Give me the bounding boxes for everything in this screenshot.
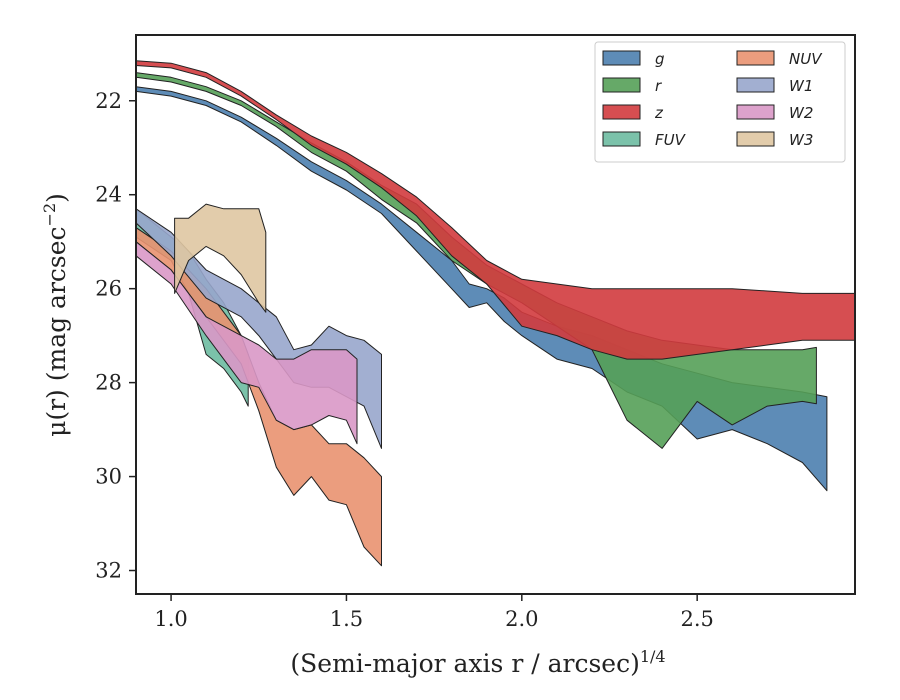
y-axis: 22 24 26 28 30 32 (95, 89, 136, 583)
legend-item-z: z (602, 104, 664, 122)
y-tick-label: 24 (95, 183, 122, 207)
legend-swatch (602, 77, 641, 93)
legend-item-r: r (602, 77, 662, 95)
legend-swatch (736, 104, 775, 120)
x-tick-label: 2.5 (680, 607, 713, 631)
legend-item-g: g (602, 50, 665, 68)
legend-label: W3 (789, 131, 813, 149)
legend-item-fuv: FUV (602, 131, 687, 149)
legend-label: NUV (789, 50, 823, 68)
legend-item-w2: W2 (736, 104, 813, 122)
legend-label: r (655, 77, 662, 95)
y-tick-label: 22 (95, 89, 122, 113)
legend: grz FUV NUV W1 W2 W3 (594, 41, 846, 163)
series-band-z (136, 60, 855, 360)
legend-label: z (654, 104, 664, 122)
x-tick-label: 1.0 (154, 607, 187, 631)
legend-label: g (655, 50, 665, 68)
plot-frame (135, 34, 856, 595)
legend-swatch (602, 131, 641, 147)
x-axis: 1.0 1.5 2.0 2.5 (154, 594, 714, 631)
y-tick-label: 32 (95, 559, 122, 583)
y-axis-label: μ(r) (mag arcsec−2) (40, 193, 71, 437)
series-layer (136, 60, 855, 567)
legend-swatch (602, 50, 641, 66)
y-tick-label: 30 (95, 465, 122, 489)
y-tick-label: 28 (95, 371, 122, 395)
x-tick-label: 1.5 (330, 607, 363, 631)
x-axis-label: (Semi-major axis r / arcsec)1/4 (290, 647, 665, 678)
legend-item-nuv: NUV (736, 50, 823, 68)
legend-swatch (736, 131, 775, 147)
legend-swatch (736, 50, 775, 66)
legend-swatch (736, 77, 775, 93)
series-band-w3 (174, 203, 267, 313)
x-axis-label-exponent: 1/4 (640, 647, 666, 666)
y-axis-label-exponent: −2 (40, 203, 59, 227)
series-band-w2 (136, 241, 358, 445)
legend-label: W2 (789, 104, 813, 122)
y-tick-label: 26 (95, 277, 122, 301)
legend-swatch (602, 104, 641, 120)
legend-item-w1: W1 (736, 77, 813, 95)
x-tick-label: 2.0 (505, 607, 538, 631)
legend-item-w3: W3 (736, 131, 813, 149)
legend-label: W1 (789, 77, 813, 95)
legend-label: FUV (655, 131, 687, 149)
legend-frame (594, 41, 846, 163)
